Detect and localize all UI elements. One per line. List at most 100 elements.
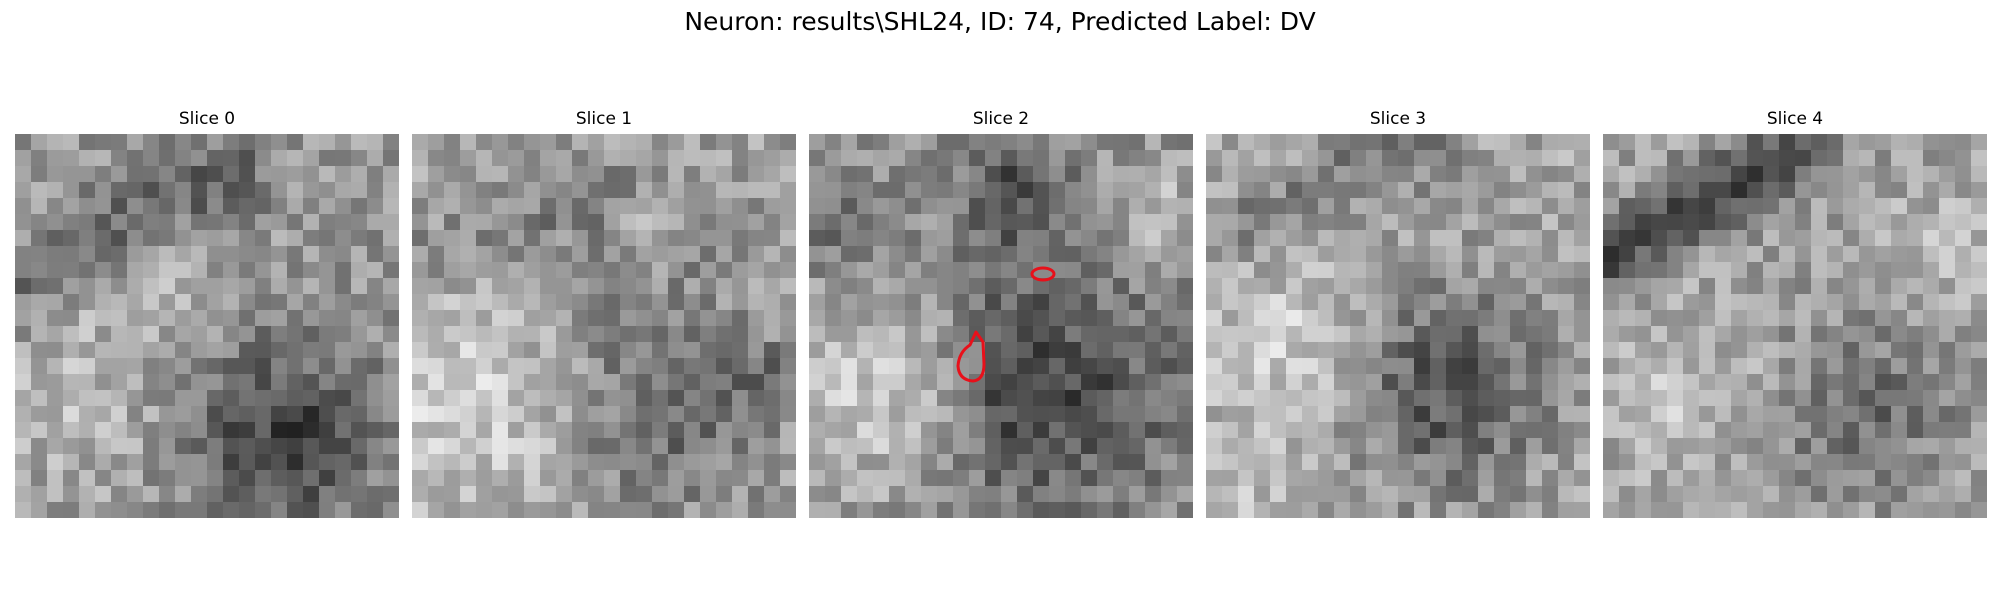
image-pixel — [1017, 246, 1034, 263]
image-pixel — [1859, 166, 1876, 183]
image-pixel — [524, 374, 541, 391]
image-pixel — [1334, 486, 1351, 503]
image-pixel — [1574, 390, 1590, 407]
image-pixel — [1177, 486, 1193, 503]
image-pixel — [1542, 134, 1559, 151]
image-pixel — [652, 390, 669, 407]
image-pixel — [1081, 390, 1098, 407]
image-pixel — [540, 406, 557, 423]
image-pixel — [15, 438, 32, 455]
image-pixel — [1494, 390, 1511, 407]
image-pixel — [780, 134, 796, 151]
image-pixel — [1382, 326, 1399, 343]
image-pixel — [780, 326, 796, 343]
image-pixel — [444, 230, 461, 247]
image-pixel — [1510, 166, 1527, 183]
image-pixel — [1001, 134, 1018, 151]
image-pixel — [556, 150, 573, 167]
image-pixel — [1603, 358, 1620, 375]
image-pixel — [1603, 326, 1620, 343]
image-pixel — [921, 454, 938, 471]
image-pixel — [1318, 134, 1335, 151]
image-pixel — [127, 374, 144, 391]
image-pixel — [1843, 166, 1860, 183]
image-pixel — [95, 262, 112, 279]
image-pixel — [1430, 326, 1447, 343]
image-pixel — [15, 454, 32, 471]
image-pixel — [1779, 486, 1796, 503]
image-pixel — [1097, 438, 1114, 455]
image-pixel — [79, 454, 96, 471]
image-pixel — [1747, 438, 1764, 455]
image-pixel — [143, 182, 160, 199]
image-pixel — [905, 502, 922, 518]
image-pixel — [175, 390, 192, 407]
image-pixel — [1161, 422, 1178, 439]
image-pixel — [1731, 374, 1748, 391]
image-pixel — [1603, 374, 1620, 391]
image-pixel — [1065, 486, 1082, 503]
image-pixel — [1635, 422, 1652, 439]
image-pixel — [1875, 470, 1892, 487]
image-pixel — [825, 326, 842, 343]
image-pixel — [1747, 406, 1764, 423]
image-pixel — [716, 390, 733, 407]
image-pixel — [175, 294, 192, 311]
image-pixel — [1145, 390, 1162, 407]
image-pixel — [1081, 166, 1098, 183]
image-pixel — [95, 310, 112, 327]
image-pixel — [271, 262, 288, 279]
image-pixel — [1286, 342, 1303, 359]
image-pixel — [1033, 342, 1050, 359]
image-pixel — [1923, 486, 1940, 503]
image-pixel — [1177, 374, 1193, 391]
image-pixel — [620, 374, 637, 391]
image-pixel — [1763, 390, 1780, 407]
image-pixel — [460, 390, 477, 407]
image-pixel — [1558, 262, 1575, 279]
image-pixel — [1113, 310, 1130, 327]
image-pixel — [748, 454, 765, 471]
image-pixel — [1462, 342, 1479, 359]
image-pixel — [1827, 262, 1844, 279]
image-pixel — [1113, 166, 1130, 183]
image-pixel — [1859, 342, 1876, 359]
image-pixel — [1318, 454, 1335, 471]
image-pixel — [1065, 422, 1082, 439]
image-pixel — [239, 438, 256, 455]
image-pixel — [1779, 150, 1796, 167]
image-pixel — [1350, 246, 1367, 263]
image-pixel — [95, 502, 112, 518]
image-pixel — [303, 134, 320, 151]
image-pixel — [764, 454, 781, 471]
image-pixel — [1827, 182, 1844, 199]
image-pixel — [111, 502, 128, 518]
image-pixel — [428, 214, 445, 231]
image-pixel — [383, 246, 399, 263]
image-pixel — [1779, 406, 1796, 423]
image-pixel — [287, 374, 304, 391]
image-pixel — [303, 278, 320, 295]
image-pixel — [825, 486, 842, 503]
image-pixel — [873, 406, 890, 423]
image-pixel — [1699, 406, 1716, 423]
image-pixel — [780, 182, 796, 199]
image-pixel — [1033, 150, 1050, 167]
image-pixel — [1747, 310, 1764, 327]
image-pixel — [620, 406, 637, 423]
image-pixel — [444, 198, 461, 215]
image-pixel — [572, 246, 589, 263]
image-pixel — [1302, 198, 1319, 215]
image-pixel — [335, 342, 352, 359]
image-pixel — [1206, 374, 1223, 391]
image-pixel — [700, 310, 717, 327]
image-pixel — [1270, 262, 1287, 279]
image-pixel — [271, 454, 288, 471]
image-pixel — [1651, 182, 1668, 199]
image-pixel — [1494, 406, 1511, 423]
image-pixel — [1350, 310, 1367, 327]
image-pixel — [857, 342, 874, 359]
image-pixel — [841, 150, 858, 167]
image-pixel — [1494, 214, 1511, 231]
image-pixel — [540, 326, 557, 343]
